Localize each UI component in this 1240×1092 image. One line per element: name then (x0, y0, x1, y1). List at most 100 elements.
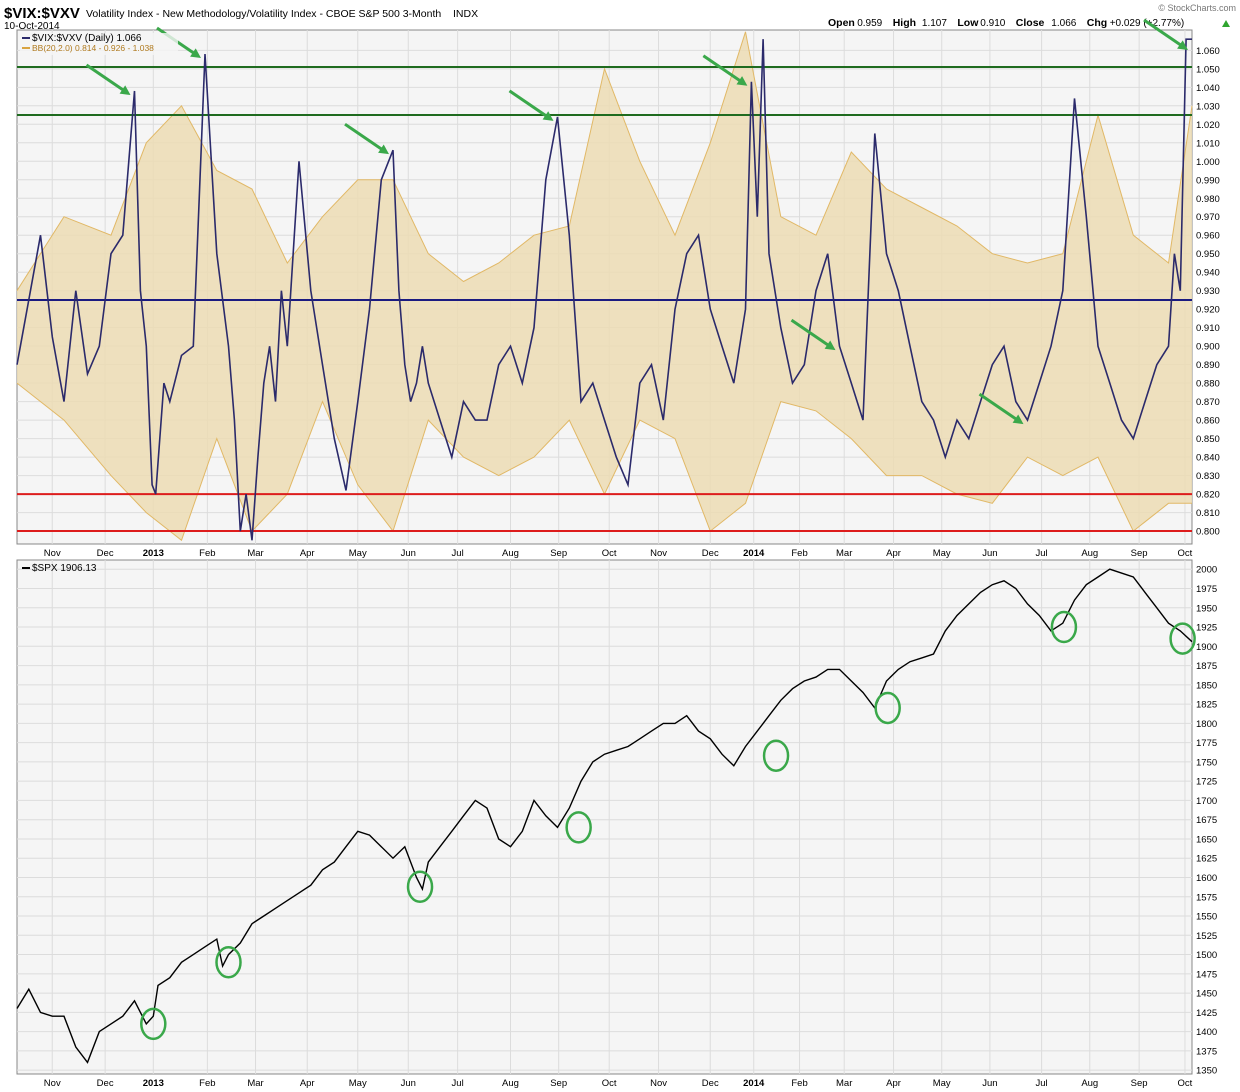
x-tick-label: Jun (401, 1078, 416, 1089)
x-tick-label: Mar (247, 548, 263, 559)
x-tick-label: Oct (602, 1078, 617, 1089)
y-tick-label: 0.850 (1196, 434, 1220, 445)
x-tick-label: Nov (44, 548, 61, 559)
y-tick-label: 1.040 (1196, 83, 1220, 94)
x-tick-label: 2014 (743, 548, 765, 559)
spx-series-line (16, 568, 1193, 1064)
ratio-x-axis: Nov Dec 2013 Feb Mar Apr May Jun Jul Aug Sep Oct Nov… (44, 548, 1193, 559)
legend-label: $VIX:$VXV (Daily) 1.066 (32, 33, 142, 44)
legend-background (20, 33, 178, 55)
x-tick-label: Mar (836, 1078, 852, 1089)
legend-label: $SPX 1906.13 (32, 563, 97, 574)
bollinger-lower-line (16, 382, 1192, 542)
x-tick-label: Apr (886, 548, 901, 559)
y-tick-label: 0.870 (1196, 397, 1220, 408)
y-tick-label: 1575 (1196, 892, 1217, 903)
x-tick-label: 2014 (743, 1078, 765, 1089)
y-tick-label: 1.060 (1196, 46, 1220, 57)
x-tick-label: Feb (199, 1078, 215, 1089)
annotation-circles (140, 610, 1196, 1041)
chart-header: $VIX:$VXV Volatility Index - New Methodo… (4, 3, 1236, 32)
x-tick-label: Oct (1178, 1078, 1193, 1089)
y-tick-label: 1800 (1196, 719, 1217, 730)
annotation-circle (565, 811, 592, 844)
x-tick-label: Jun (982, 1078, 997, 1089)
x-tick-label: Dec (702, 548, 719, 559)
x-tick-label: Nov (650, 1078, 667, 1089)
x-tick-label: Mar (836, 548, 852, 559)
x-tick-label: Jul (1036, 1078, 1048, 1089)
annotation-arrow (1143, 18, 1188, 50)
y-tick-label: 0.910 (1196, 323, 1220, 334)
x-tick-label: Jul (1036, 548, 1048, 559)
y-tick-label: 1900 (1196, 642, 1217, 653)
x-tick-label: May (349, 1078, 367, 1089)
y-tick-label: 0.940 (1196, 268, 1220, 279)
x-tick-label: Dec (702, 1078, 719, 1089)
y-tick-label: 2000 (1196, 565, 1217, 576)
quote-label: Low (957, 17, 979, 29)
y-tick-label: 0.860 (1196, 416, 1220, 427)
x-tick-label: Sep (1131, 1078, 1148, 1089)
y-tick-label: 1700 (1196, 796, 1217, 807)
y-tick-label: 1475 (1196, 969, 1217, 980)
watermark: © StockCharts.com (1158, 3, 1236, 13)
y-tick-label: 0.820 (1196, 490, 1220, 501)
arrow-head (378, 144, 389, 155)
y-tick-label: 1350 (1196, 1066, 1217, 1077)
spx-legend: $SPX 1906.13 (22, 563, 97, 574)
annotation-circle (1050, 610, 1078, 644)
y-tick-label: 1650 (1196, 834, 1217, 845)
spx-panel-frame (16, 559, 1193, 1075)
y-tick-label: 1750 (1196, 757, 1217, 768)
x-tick-label: May (933, 548, 951, 559)
arrow-shaft (702, 54, 744, 84)
quote-summary: Open 0.959 High 1.107 Low 0.910 Close 1.066 Chg +… (828, 17, 1230, 29)
annotation-arrow (978, 392, 1024, 425)
y-tick-label: 1500 (1196, 950, 1217, 961)
annotation-circle (1169, 622, 1196, 655)
arrow-shaft (790, 318, 832, 349)
x-tick-label: Apr (300, 548, 315, 559)
annotation-arrow (702, 54, 748, 86)
y-tick-label: 1375 (1196, 1046, 1217, 1057)
annotation-arrows (85, 18, 1188, 425)
x-tick-label: Aug (502, 548, 519, 559)
y-tick-label: 1950 (1196, 603, 1217, 614)
ratio-y-axis: 0.800 0.810 0.820 0.830 0.840 0.850 0.860 0.870… (1196, 46, 1220, 538)
y-tick-label: 1850 (1196, 680, 1217, 691)
x-tick-label: Sep (1131, 548, 1148, 559)
quote-label: Close (1016, 17, 1045, 29)
y-tick-label: 1775 (1196, 738, 1217, 749)
y-tick-label: 1875 (1196, 661, 1217, 672)
spx-panel: $SPX 1906.13 1350 1375 1400 1425 1450 1475 150… (16, 559, 1217, 1089)
y-tick-label: 1725 (1196, 777, 1217, 788)
y-tick-label: 1550 (1196, 912, 1217, 923)
quote-value: 1.107 (922, 18, 947, 29)
y-tick-label: 0.840 (1196, 453, 1220, 464)
x-tick-label: Oct (1178, 548, 1193, 559)
x-tick-label: Sep (550, 1078, 567, 1089)
y-tick-label: 1675 (1196, 815, 1217, 826)
x-tick-label: 2013 (143, 1078, 164, 1089)
annotation-circle (215, 946, 242, 979)
y-tick-label: 1.010 (1196, 138, 1220, 149)
annotation-arrow (790, 318, 836, 351)
x-tick-label: May (349, 548, 367, 559)
annotation-circle (406, 870, 434, 903)
arrow-shaft (978, 392, 1020, 422)
arrow-shaft (1143, 18, 1184, 48)
spx-y-axis: 1350 1375 1400 1425 1450 1475 1500 1525 1550 1575… (1196, 565, 1217, 1077)
x-tick-label: Mar (247, 1078, 263, 1089)
arrow-head (1177, 40, 1188, 50)
arrow-shaft (508, 89, 550, 119)
x-tick-label: May (933, 1078, 951, 1089)
arrow-head (1012, 414, 1024, 425)
x-tick-label: Nov (650, 548, 667, 559)
y-tick-label: 1425 (1196, 1008, 1217, 1019)
quote-value: 0.959 (857, 18, 882, 29)
x-tick-label: Dec (97, 548, 114, 559)
x-tick-label: Nov (44, 1078, 61, 1089)
